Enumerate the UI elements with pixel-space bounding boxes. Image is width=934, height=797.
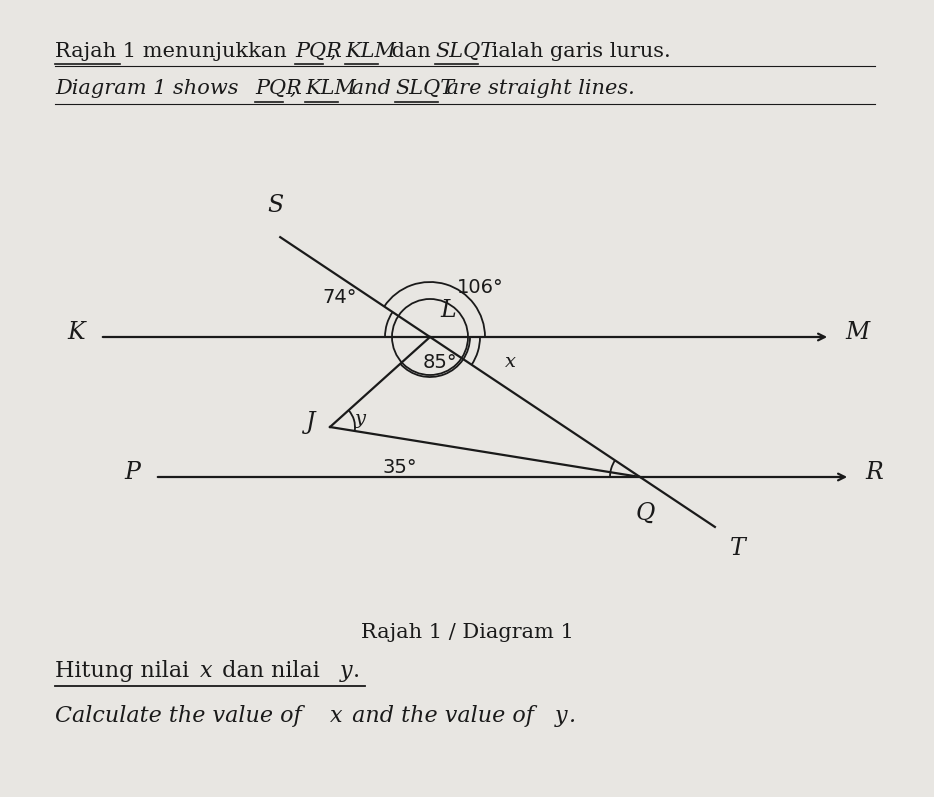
Text: 106°: 106° [457,277,503,296]
Text: 85°: 85° [423,352,458,371]
Text: and: and [345,79,398,98]
Text: J: J [305,410,315,434]
Text: and the value of: and the value of [345,705,541,727]
Text: .: . [353,660,361,682]
Text: y: y [340,660,353,682]
Text: ,: , [330,42,344,61]
Text: .: . [568,705,575,727]
Text: Rajah 1 menunjukkan: Rajah 1 menunjukkan [55,42,293,61]
Text: 35°: 35° [383,457,417,477]
Text: T: T [729,537,745,560]
Text: ,: , [290,79,304,98]
Text: PQR: PQR [295,42,342,61]
Text: R: R [865,461,883,484]
Text: S: S [267,194,283,217]
Text: PQR: PQR [255,79,302,98]
Text: dan: dan [385,42,437,61]
Text: Q: Q [635,502,655,525]
Text: SLQT: SLQT [395,79,454,98]
Text: 74°: 74° [323,288,357,307]
Text: KLM: KLM [345,42,396,61]
Text: Hitung nilai: Hitung nilai [55,660,196,682]
Text: x: x [330,705,343,727]
Text: Calculate the value of: Calculate the value of [55,705,309,727]
Text: y: y [355,410,365,428]
Text: are straight lines.: are straight lines. [440,79,635,98]
Text: SLQT: SLQT [435,42,494,61]
Text: dan nilai: dan nilai [215,660,327,682]
Text: y: y [555,705,568,727]
Text: L: L [440,299,456,322]
Text: x: x [504,353,516,371]
Text: K: K [67,320,85,344]
Text: M: M [845,320,870,344]
Text: ialah garis lurus.: ialah garis lurus. [485,42,671,61]
Text: x: x [200,660,213,682]
Text: Rajah 1 / Diagram 1: Rajah 1 / Diagram 1 [361,622,573,642]
Text: KLM: KLM [305,79,356,98]
Text: P: P [124,461,140,484]
Text: Diagram 1 shows: Diagram 1 shows [55,79,245,98]
